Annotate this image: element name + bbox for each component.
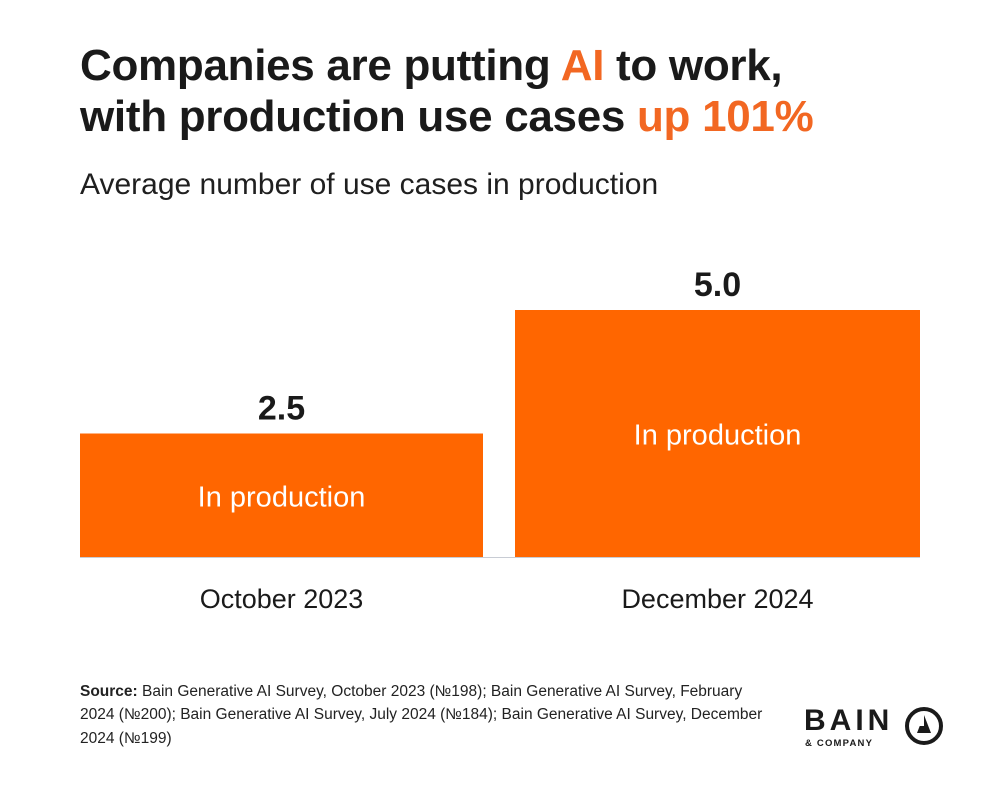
bar-value-label: 2.5: [258, 390, 305, 428]
source-text: Bain Generative AI Survey, October 2023 …: [80, 683, 763, 747]
title-text-3: with production use cases: [80, 92, 637, 142]
logo-wordmark: BAIN: [804, 704, 894, 737]
bar-inner-label: In production: [198, 481, 366, 513]
chart-title: Companies are putting AI to work, with p…: [80, 40, 940, 143]
x-tick-label: October 2023: [200, 584, 364, 614]
chart-subtitle: Average number of use cases in productio…: [80, 168, 659, 201]
logo-subtext: & COMPANY: [805, 738, 874, 749]
title-text-1: Companies are putting: [80, 41, 561, 90]
bar: [515, 310, 920, 557]
title-accent-growth: up 101%: [636, 92, 814, 142]
source-label: Source:: [80, 683, 138, 700]
title-text-2: to work,: [604, 41, 783, 90]
bar-value-label: 5.0: [694, 266, 741, 304]
bar-inner-label: In production: [634, 420, 802, 452]
bar: [80, 433, 483, 557]
x-tick-label: December 2024: [621, 584, 813, 614]
source-note: Source: Bain Generative AI Survey, Octob…: [80, 680, 770, 750]
title-accent-ai: AI: [560, 41, 605, 90]
bar-chart: In production 2.5 October 2023 In productio…: [80, 266, 920, 614]
bain-compass-icon: [905, 707, 943, 745]
bain-logo: BAIN & COMPANY: [804, 704, 944, 754]
